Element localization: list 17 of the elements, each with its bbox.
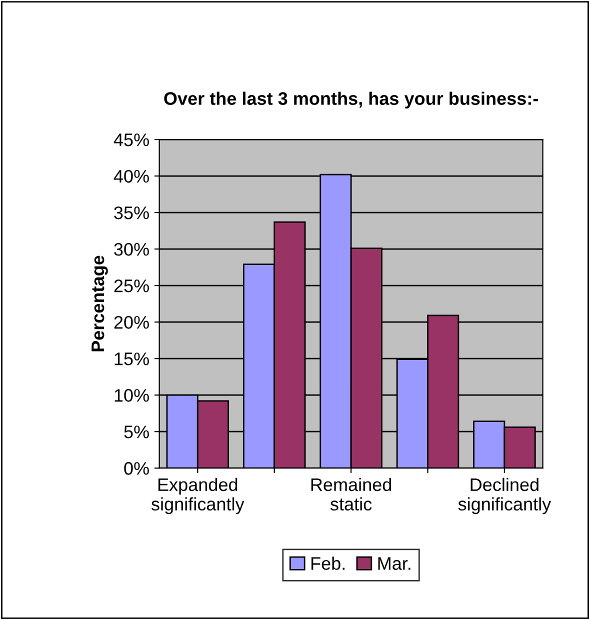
- legend-label: Feb.: [311, 556, 344, 570]
- y-tick-label: 20%: [114, 316, 149, 329]
- x-tick-label: Remained static: [311, 478, 392, 511]
- x-tick-label: Expanded significantly: [151, 478, 244, 514]
- y-tick-label: 45%: [114, 134, 149, 146]
- chart-title: Over the last 3 months, has your business:-: [164, 92, 538, 109]
- y-tick-label: 0%: [124, 462, 149, 475]
- y-tick-label: 35%: [114, 206, 149, 220]
- y-tick-label: 5%: [124, 426, 149, 438]
- legend-label: Mar.: [378, 557, 410, 570]
- y-tick-label: 30%: [114, 242, 149, 256]
- y-axis-title: Percentage: [92, 256, 108, 352]
- y-tick-label: 40%: [114, 170, 149, 183]
- y-tick-label: 25%: [114, 279, 149, 292]
- y-tick-label: 10%: [114, 389, 149, 402]
- y-tick-label: 15%: [114, 352, 149, 366]
- x-tick-label: Declined significantly: [458, 478, 552, 514]
